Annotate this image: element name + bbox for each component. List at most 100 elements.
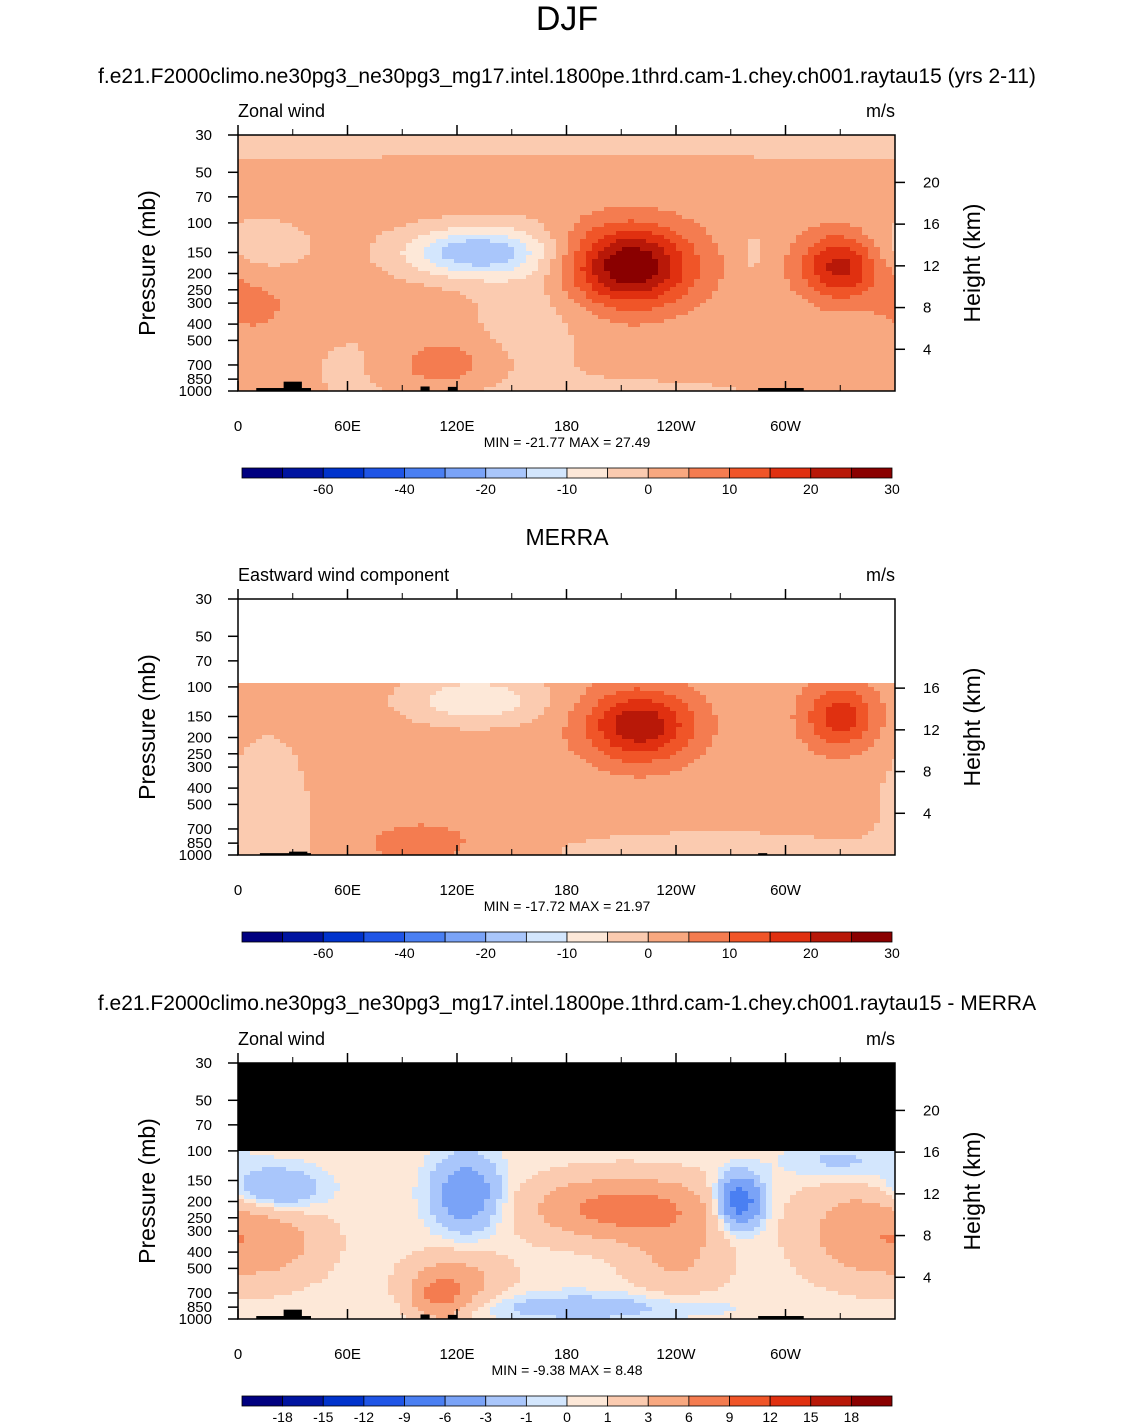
- colorbar-box: [241, 931, 284, 943]
- colorbar-box: [241, 1395, 284, 1407]
- colorbar-label: -6: [439, 1409, 452, 1425]
- terrain-block: [259, 853, 311, 855]
- colorbar-box: [810, 931, 852, 943]
- colorbar-label: 0: [644, 945, 652, 961]
- colorbar-box: [769, 467, 812, 479]
- terrain-block: [758, 853, 768, 855]
- y2-tick-label: 20: [923, 1102, 940, 1119]
- colorbar-label: 3: [644, 1409, 652, 1425]
- terrain-block: [420, 386, 430, 391]
- colorbar-box: [322, 931, 365, 943]
- colorbar-box: [525, 467, 568, 479]
- colorbar-box: [850, 1395, 893, 1407]
- colorbar-box: [322, 467, 365, 479]
- colorbar-label: -40: [394, 481, 414, 497]
- colorbar-label: 20: [803, 481, 819, 497]
- y-tick-label: 850: [187, 835, 212, 852]
- y-tick-label: 70: [195, 189, 212, 206]
- y2-axis-title: Height (km): [959, 1132, 985, 1251]
- y2-tick-label: 16: [923, 680, 940, 697]
- colorbar-box: [363, 1395, 405, 1407]
- y-axis-title: Pressure (mb): [134, 1118, 160, 1264]
- x-tick-label: 60W: [770, 882, 802, 899]
- x-tick-label: 60W: [770, 418, 802, 435]
- y2-tick-label: 16: [923, 1144, 940, 1161]
- colorbar-box: [282, 1395, 324, 1407]
- colorbar-label: 10: [722, 481, 738, 497]
- y-tick-label: 400: [187, 316, 212, 333]
- x-tick-label: 180: [554, 418, 579, 435]
- y2-axis-title: Height (km): [959, 204, 985, 323]
- stats-label: MIN = -9.38 MAX = 8.48: [492, 1362, 643, 1378]
- colorbar-box: [322, 1395, 365, 1407]
- y-tick-label: 250: [187, 746, 212, 763]
- colorbar-box: [363, 467, 405, 479]
- colorbar-box: [810, 467, 852, 479]
- x-tick-label: 180: [554, 882, 579, 899]
- colorbar-box: [363, 931, 405, 943]
- colorbar-box: [647, 931, 690, 943]
- terrain-block: [289, 851, 308, 855]
- y-tick-label: 50: [195, 628, 212, 645]
- colorbar-label: -15: [313, 1409, 333, 1425]
- colorbar-label: -20: [476, 945, 496, 961]
- colorbar-box: [647, 467, 690, 479]
- units-label: m/s: [866, 101, 895, 121]
- y-axis-title: Pressure (mb): [134, 190, 160, 336]
- colorbar-box: [404, 467, 446, 479]
- y2-tick-label: 4: [923, 805, 931, 822]
- colorbar-box: [525, 1395, 568, 1407]
- units-label: m/s: [866, 565, 895, 585]
- colorbar-label: 30: [884, 945, 900, 961]
- x-tick-label: 180: [554, 1346, 579, 1363]
- colorbar-box: [485, 931, 527, 943]
- colorbar-box: [404, 1395, 446, 1407]
- x-tick-label: 0: [234, 882, 242, 899]
- y2-axis-title: Height (km): [959, 668, 985, 787]
- colorbar-label: -60: [313, 945, 333, 961]
- colorbar-label: 15: [803, 1409, 819, 1425]
- colorbar-label: 10: [722, 945, 738, 961]
- y2-tick-label: 12: [923, 1186, 940, 1203]
- colorbar-label: 0: [644, 481, 652, 497]
- colorbar-label: 0: [563, 1409, 571, 1425]
- colorbar-box: [525, 931, 568, 943]
- x-tick-label: 0: [234, 418, 242, 435]
- colorbar-box: [729, 467, 771, 479]
- colorbar-box: [241, 467, 284, 479]
- colorbar-label: -20: [476, 481, 496, 497]
- x-tick-label: 60E: [334, 418, 361, 435]
- x-tick-label: 120E: [439, 882, 474, 899]
- terrain-block: [447, 386, 457, 391]
- colorbar-box: [688, 467, 730, 479]
- colorbar-label: 6: [685, 1409, 693, 1425]
- panel-2-field: [238, 683, 895, 855]
- x-tick-label: 0: [234, 1346, 242, 1363]
- colorbar-label: 9: [726, 1409, 734, 1425]
- panels-layer: 0 60E 120E 180 120W 60W3050701001502002503004…: [134, 101, 985, 1425]
- colorbar-label: 30: [884, 481, 900, 497]
- y-tick-label: 30: [195, 127, 212, 144]
- colorbar-label: -18: [273, 1409, 293, 1425]
- units-label: m/s: [866, 1029, 895, 1049]
- colorbar-box: [769, 931, 812, 943]
- colorbar-label: -10: [557, 481, 577, 497]
- colorbar-box: [444, 931, 487, 943]
- y-tick-label: 100: [187, 215, 212, 232]
- colorbar-box: [729, 931, 771, 943]
- y-tick-label: 1000: [179, 1311, 212, 1328]
- x-tick-label: 60W: [770, 1346, 802, 1363]
- y-tick-label: 50: [195, 164, 212, 181]
- panel-1: 0 60E 120E 180 120W 60W3050701001502002503004…: [134, 101, 985, 497]
- colorbar-box: [729, 1395, 771, 1407]
- panel-3: 0 60E 120E 180 120W 60W3050701001502002503004…: [134, 1029, 985, 1425]
- y2-tick-label: 12: [923, 722, 940, 739]
- colorbar-label: -1: [520, 1409, 533, 1425]
- y-tick-label: 400: [187, 1244, 212, 1261]
- left-label: Zonal wind: [238, 101, 325, 121]
- y-tick-label: 150: [187, 244, 212, 261]
- y2-tick-label: 12: [923, 258, 940, 275]
- colorbar-box: [404, 931, 446, 943]
- colorbar-label: -3: [480, 1409, 493, 1425]
- y2-tick-label: 16: [923, 216, 940, 233]
